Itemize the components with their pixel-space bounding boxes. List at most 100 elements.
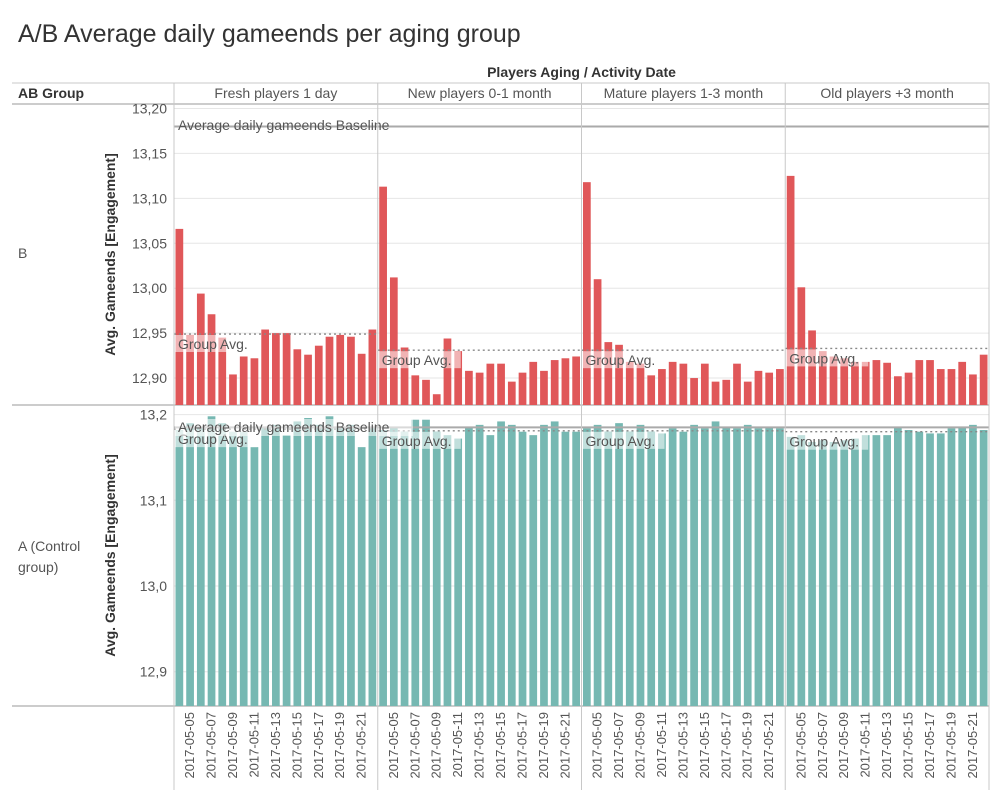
bar	[336, 334, 345, 405]
bar	[304, 418, 312, 706]
bar	[583, 182, 591, 405]
y-tick-label: 13,2	[140, 407, 167, 423]
x-tick-label: 2017-05-15	[697, 712, 712, 779]
bar	[325, 416, 334, 706]
bar	[475, 424, 484, 706]
bar	[239, 431, 248, 706]
bar	[936, 433, 945, 706]
bar	[561, 358, 570, 405]
bar	[754, 428, 763, 706]
bar	[668, 361, 677, 405]
x-tick-label: 2017-05-07	[611, 712, 626, 779]
x-tick-label: 2017-05-21	[965, 712, 980, 779]
y-tick-label: 12,90	[132, 370, 167, 386]
bar	[754, 370, 763, 405]
bar	[465, 426, 473, 706]
bar	[947, 369, 956, 405]
group-avg-label-bg	[786, 432, 869, 450]
bar	[368, 426, 377, 706]
x-tick-label: 2017-05-13	[268, 712, 283, 779]
bar	[733, 363, 741, 405]
bar	[175, 430, 184, 706]
x-tick-label: 2017-05-05	[182, 712, 197, 779]
bar	[347, 336, 355, 405]
bar	[540, 424, 548, 706]
bar	[700, 363, 709, 405]
x-tick-label: 2017-05-19	[536, 712, 551, 779]
bar	[454, 351, 463, 405]
y-tick-label: 12,9	[140, 664, 167, 680]
bar	[722, 379, 731, 405]
x-tick-label: 2017-05-19	[332, 712, 347, 779]
bar	[958, 361, 967, 405]
bar	[786, 175, 795, 405]
bar	[422, 419, 430, 706]
y-tick-label: 13,15	[132, 145, 167, 161]
bar	[904, 430, 913, 706]
bar	[776, 428, 784, 706]
group-avg-label-bg	[378, 351, 461, 369]
bar	[915, 360, 924, 405]
x-tick-label: 2017-05-17	[922, 712, 937, 779]
x-tick-label: 2017-05-15	[289, 712, 304, 779]
bar	[486, 435, 495, 706]
bar	[765, 372, 774, 405]
x-tick-label: 2017-05-21	[354, 712, 369, 779]
bar	[314, 424, 323, 706]
row-label: B	[18, 245, 27, 261]
bar	[765, 426, 774, 706]
bar	[893, 426, 902, 706]
bar	[743, 424, 752, 706]
bar	[229, 431, 237, 706]
bar	[432, 431, 441, 706]
bar	[272, 424, 280, 706]
bar	[625, 361, 634, 405]
bar	[926, 433, 934, 706]
bar	[422, 379, 430, 405]
baseline-label: Average daily gameends Baseline	[178, 419, 390, 435]
bar	[239, 356, 248, 405]
bar	[904, 372, 913, 405]
group-avg-label: Group Avg.	[382, 433, 452, 449]
bar	[336, 426, 345, 706]
bar	[486, 363, 495, 405]
bar	[261, 426, 270, 706]
bar	[261, 329, 270, 405]
bar	[647, 431, 656, 706]
bar	[583, 428, 591, 706]
bar	[636, 424, 645, 706]
bar	[304, 354, 312, 405]
bar	[186, 423, 194, 706]
bar	[679, 431, 688, 706]
bar	[915, 431, 924, 706]
y-tick-label: 13,05	[132, 235, 167, 251]
column-header-title: Players Aging / Activity Date	[487, 64, 676, 80]
row-label: A (Control group)	[18, 538, 80, 575]
bar	[786, 436, 795, 706]
bar	[851, 438, 859, 706]
bar	[615, 344, 623, 405]
x-tick-label: 2017-05-05	[386, 712, 401, 779]
bar	[926, 360, 934, 405]
bar	[668, 428, 677, 706]
bar	[550, 360, 559, 405]
x-tick-label: 2017-05-15	[493, 712, 508, 779]
x-tick-label: 2017-05-11	[654, 712, 669, 778]
panel-header-label: Fresh players 1 day	[214, 85, 337, 101]
bar	[272, 333, 280, 405]
bar	[507, 381, 516, 405]
bar	[840, 440, 849, 706]
bar	[861, 435, 870, 706]
bar	[250, 358, 259, 405]
bar	[218, 337, 227, 405]
baseline-label: Average daily gameends Baseline	[178, 117, 390, 133]
bar	[400, 347, 409, 405]
bar	[958, 426, 967, 706]
bar	[969, 424, 977, 706]
bar	[572, 356, 580, 405]
bar	[615, 423, 623, 706]
bar	[722, 426, 731, 706]
y-tick-label: 13,00	[132, 280, 167, 296]
x-tick-label: 2017-05-13	[675, 712, 690, 779]
